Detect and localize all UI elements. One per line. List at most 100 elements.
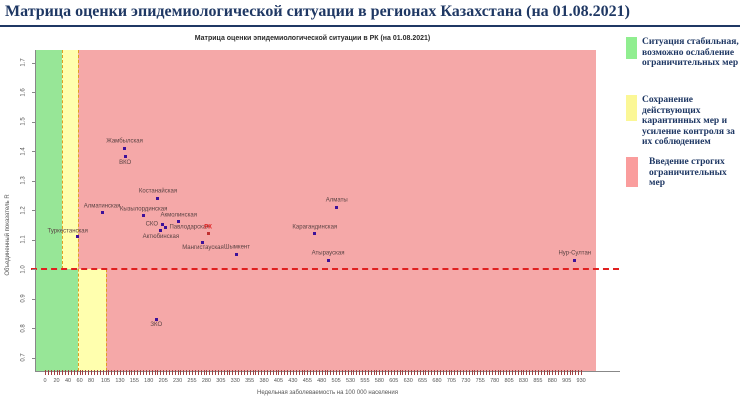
x-tick-mark (203, 370, 205, 375)
x-tick-label: 330 (230, 378, 240, 384)
x-tick-mark (88, 370, 90, 375)
x-tick-mark (134, 370, 136, 375)
x-tick-mark (65, 370, 67, 375)
data-point-region (235, 252, 239, 256)
x-tick-label: 255 (187, 378, 197, 384)
x-tick-label: 630 (403, 378, 413, 384)
data-point-label: Мангистауская (182, 245, 224, 252)
data-point-region (100, 211, 104, 215)
x-tick-label: 455 (302, 378, 312, 384)
x-tick-mark (460, 370, 462, 375)
x-tick-label: 530 (345, 378, 356, 384)
x-tick-mark (186, 370, 188, 375)
x-tick-mark (454, 370, 456, 375)
x-tick-mark (402, 370, 404, 375)
x-tick-label: 705 (446, 378, 457, 384)
x-tick-label: 380 (259, 378, 269, 384)
x-tick-mark (313, 370, 315, 375)
x-tick-label: 555 (360, 378, 370, 384)
zone-rect (36, 50, 63, 269)
x-tick-mark (520, 370, 522, 375)
x-tick-mark (117, 370, 119, 375)
x-tick-mark (94, 370, 95, 375)
x-tick-mark (350, 370, 352, 375)
x-tick-mark (235, 370, 237, 375)
x-tick-mark (367, 370, 369, 375)
x-tick-mark (266, 370, 268, 375)
x-tick-label: 80 (88, 378, 95, 384)
x-tick-mark (119, 370, 121, 375)
x-tick-mark (189, 370, 191, 375)
x-tick-mark (241, 370, 242, 375)
y-tick-mark (32, 92, 36, 93)
x-tick-mark (122, 370, 124, 375)
x-tick-mark (431, 370, 433, 375)
x-tick-mark (220, 370, 222, 375)
x-tick-mark (223, 370, 225, 375)
x-tick-mark (434, 370, 436, 375)
x-tick-label: 505 (331, 378, 341, 384)
x-tick-mark (491, 370, 493, 375)
data-point-region (326, 258, 330, 262)
x-tick-label: 580 (374, 378, 384, 384)
x-tick-mark (448, 370, 450, 375)
x-tick-mark (177, 370, 179, 375)
x-tick-mark (382, 370, 384, 375)
legend-item-stable: Ситуация стабильная, возможно ослабление… (626, 37, 740, 69)
x-tick-mark (301, 370, 303, 375)
x-tick-mark (451, 370, 453, 375)
x-tick-mark (468, 370, 470, 375)
x-tick-label: 0 (43, 378, 47, 384)
x-tick-mark (50, 370, 52, 375)
x-tick-label: 20 (53, 378, 60, 384)
data-point-region (159, 229, 163, 233)
x-tick-label: 880 (547, 378, 557, 384)
x-tick-mark (486, 370, 488, 375)
data-point-label: Туркестанская (47, 227, 88, 234)
x-tick-mark (405, 370, 407, 375)
legend-item-keep-measures: Сохранение действующих карантинных мер и… (626, 95, 740, 148)
x-tick-label: 755 (475, 378, 485, 384)
x-tick-mark (96, 370, 98, 375)
x-tick-mark (543, 370, 545, 375)
x-tick-label: 680 (432, 378, 442, 384)
x-tick-mark (108, 370, 110, 375)
y-tick-label: 0.9 (20, 294, 27, 303)
x-tick-mark (215, 370, 217, 375)
y-tick-mark (32, 269, 36, 270)
legend-label-keep-measures: Сохранение действующих карантинных мер и… (642, 95, 735, 147)
x-tick-label: 105 (100, 378, 111, 384)
x-tick-mark (287, 370, 289, 375)
x-tick-mark (540, 370, 542, 375)
x-tick-label: 205 (158, 378, 168, 384)
y-tick-label: 1.2 (20, 205, 27, 215)
x-tick-mark (290, 370, 291, 375)
x-tick-mark (160, 370, 162, 375)
x-tick-mark (258, 370, 260, 375)
x-tick-mark (252, 370, 254, 375)
x-tick-mark (62, 370, 64, 375)
zone-boundary-line (77, 50, 79, 371)
x-tick-mark (535, 370, 537, 375)
y-tick-label: 0.8 (20, 323, 27, 333)
x-tick-mark (168, 370, 170, 375)
x-tick-mark (99, 370, 101, 375)
data-point-label: Алматинская (83, 203, 121, 210)
x-tick-mark (255, 370, 257, 375)
x-tick-mark (261, 370, 263, 375)
x-tick-mark (281, 370, 283, 375)
data-point-region (573, 258, 577, 262)
x-tick-mark (163, 370, 165, 375)
y-tick-label: 1.1 (20, 235, 27, 244)
data-point-label: Карагандинская (292, 224, 338, 230)
x-tick-mark (56, 370, 58, 375)
x-tick-mark (552, 370, 554, 375)
x-tick-mark (183, 370, 185, 375)
x-axis-label: Недельная заболеваемость на 100 000 насе… (257, 390, 398, 396)
x-tick-mark (91, 370, 93, 375)
x-tick-mark (272, 370, 274, 375)
data-point-label: СКО (145, 221, 159, 228)
x-tick-mark (558, 370, 560, 375)
x-tick-label: 930 (576, 378, 586, 384)
x-tick-mark (509, 370, 511, 375)
